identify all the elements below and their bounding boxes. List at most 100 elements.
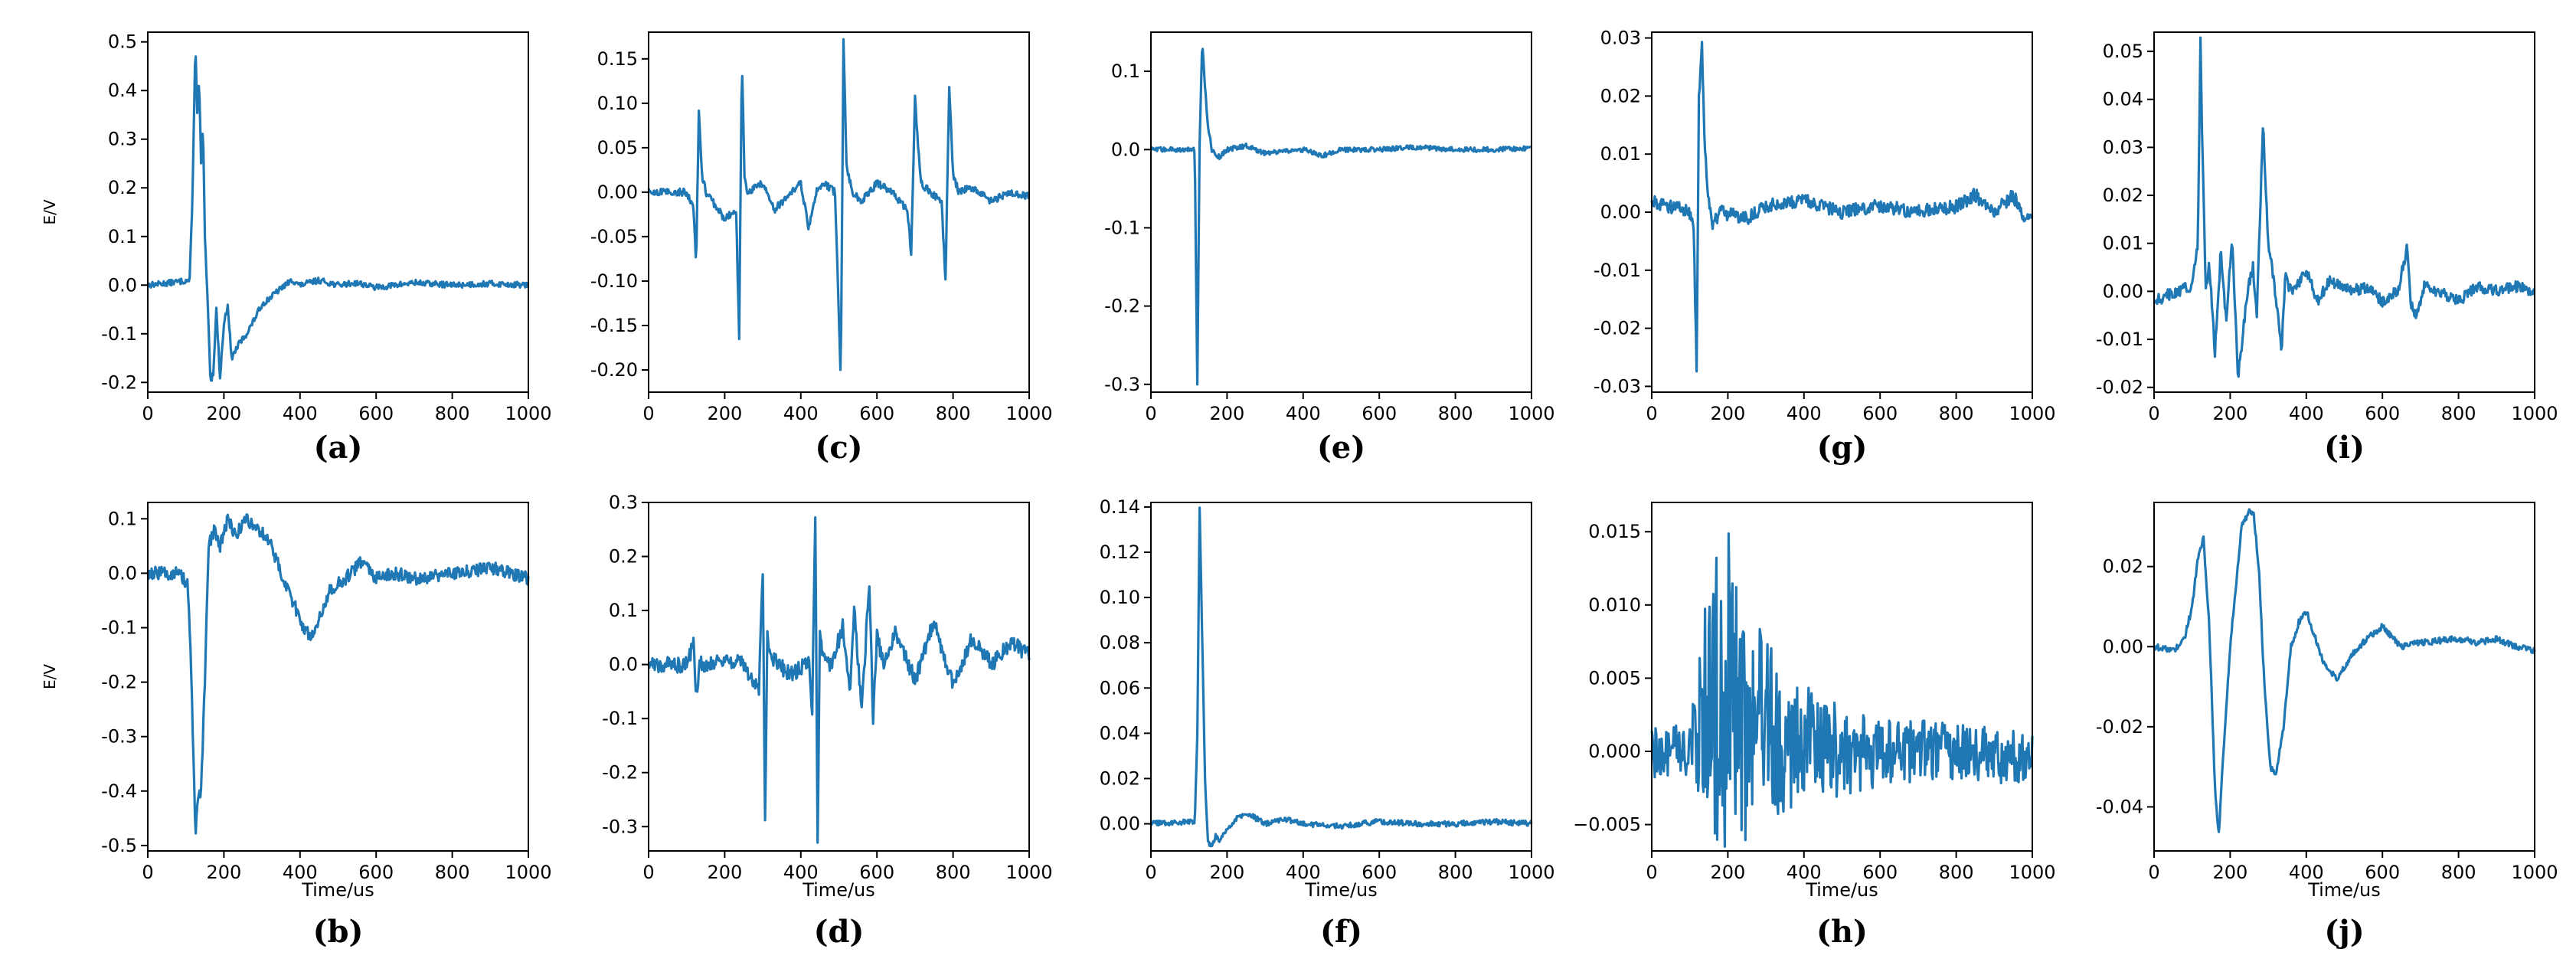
y-tick-label-f-1: 0.02 [1100, 767, 1140, 789]
y-tick-label-g-2: -0.01 [1594, 260, 1641, 281]
y-tick-label-e-4: 0.1 [1111, 61, 1140, 82]
x-tick-label-a-3: 600 [358, 403, 394, 424]
y-tick-label-c-6: 0.10 [597, 93, 638, 114]
x-tick-label-d-5: 1000 [1005, 862, 1052, 883]
y-tick-label-a-5: 0.3 [108, 129, 137, 150]
y-tick-label-j-2: 0.00 [2103, 636, 2143, 657]
y-tick-label-g-5: 0.02 [1600, 85, 1641, 106]
y-tick-label-i-6: 0.04 [2103, 89, 2143, 110]
x-tick-label-g-2: 400 [1787, 403, 1822, 424]
y-tick-label-j-1: -0.02 [2096, 716, 2143, 738]
x-tick-label-g-3: 600 [1862, 403, 1898, 424]
x-tick-label-i-0: 0 [2148, 403, 2159, 424]
plot-frame-c [648, 31, 1030, 393]
y-tick-label-c-5: 0.05 [597, 137, 638, 159]
y-tick-label-e-0: -0.3 [1104, 374, 1140, 395]
series-line-h [1650, 532, 2034, 848]
x-tick-label-j-1: 200 [2212, 862, 2247, 883]
chart-e: 0 200 400 600 800 1000 -0.3 -0.2 -0.1 0.0 0.1 (e) [1104, 31, 1555, 466]
y-tick-label-g-3: 0.00 [1600, 201, 1641, 223]
y-tick-label-c-2: -0.10 [590, 270, 638, 292]
y-tick-label-f-3: 0.06 [1100, 677, 1140, 699]
y-tick-label-j-3: 0.02 [2103, 556, 2143, 578]
y-tick-label-i-3: 0.01 [2103, 233, 2143, 254]
x-tick-label-h-4: 800 [1939, 862, 1974, 883]
x-tick-label-d-0: 0 [642, 862, 654, 883]
x-tick-label-c-1: 200 [707, 403, 742, 424]
y-tick-label-e-2: -0.1 [1104, 217, 1140, 238]
x-tick-label-b-2: 400 [283, 862, 318, 883]
x-axis-label-d: Time/us [802, 879, 875, 901]
x-tick-label-j-5: 1000 [2511, 862, 2558, 883]
y-tick-label-f-0: 0.00 [1100, 813, 1140, 835]
x-tick-label-b-3: 600 [358, 862, 394, 883]
y-tick-label-h-3: 0.010 [1588, 594, 1641, 616]
plot-frame-e [1150, 31, 1532, 393]
x-tick-label-j-2: 400 [2289, 862, 2324, 883]
y-tick-label-i-5: 0.03 [2103, 136, 2143, 158]
y-tick-label-d-3: 0.0 [609, 654, 638, 676]
series-line-f [1149, 506, 1533, 848]
plot-frame-j [2153, 502, 2535, 852]
x-tick-label-d-3: 600 [859, 862, 894, 883]
plot-frame-h [1651, 502, 2033, 852]
y-tick-label-d-2: -0.1 [602, 708, 638, 729]
x-tick-label-e-0: 0 [1145, 403, 1156, 424]
y-tick-label-f-4: 0.08 [1100, 632, 1140, 653]
y-tick-label-f-5: 0.10 [1100, 587, 1140, 608]
x-tick-label-c-3: 600 [859, 403, 894, 424]
x-tick-label-e-4: 800 [1438, 403, 1473, 424]
x-axis-label-j: Time/us [2307, 879, 2381, 901]
y-tick-label-h-0: −0.005 [1573, 814, 1641, 836]
y-tick-label-a-1: -0.1 [101, 323, 137, 345]
x-tick-label-i-4: 800 [2441, 403, 2476, 424]
y-tick-label-h-4: 0.015 [1588, 521, 1641, 542]
x-tick-label-d-2: 400 [783, 862, 819, 883]
x-tick-label-a-4: 800 [435, 403, 470, 424]
panel-label-h: (h) [1816, 914, 1868, 950]
y-tick-label-a-4: 0.2 [108, 177, 137, 198]
x-tick-label-f-3: 600 [1362, 862, 1397, 883]
y-tick-label-a-2: 0.0 [108, 274, 137, 296]
chart-d: 0 200 400 600 800 1000 -0.3 -0.2 -0.1 0.0 0.1 0.2 0.… [602, 492, 1052, 950]
x-tick-label-f-5: 1000 [1508, 862, 1554, 883]
x-tick-label-c-5: 1000 [1005, 403, 1052, 424]
x-tick-label-e-1: 200 [1209, 403, 1244, 424]
series-line-e [1149, 47, 1532, 386]
series-line-g [1650, 41, 2034, 373]
x-tick-label-h-2: 400 [1787, 862, 1822, 883]
y-tick-label-e-1: -0.2 [1104, 296, 1140, 317]
y-tick-label-j-0: -0.04 [2096, 796, 2143, 817]
y-tick-label-e-3: 0.0 [1111, 139, 1140, 160]
y-tick-label-a-0: -0.2 [101, 371, 137, 393]
x-axis-label-h: Time/us [1805, 879, 1878, 901]
x-tick-label-d-1: 200 [707, 862, 742, 883]
y-tick-label-c-0: -0.20 [590, 359, 638, 381]
x-tick-label-j-4: 800 [2441, 862, 2476, 883]
x-tick-label-c-0: 0 [642, 403, 654, 424]
x-tick-label-a-0: 0 [142, 403, 153, 424]
chart-g: 0 200 400 600 800 1000 -0.03 -0.02 -0.01 0.00 0.01… [1594, 28, 2056, 466]
y-tick-label-b-5: 0.0 [108, 562, 137, 584]
x-tick-label-c-4: 800 [936, 403, 971, 424]
y-tick-label-c-7: 0.15 [597, 48, 638, 70]
panel-label-a: (a) [314, 430, 363, 466]
y-tick-label-c-3: -0.05 [590, 226, 638, 247]
chart-a: 0 200 400 600 800 1000 -0.2 -0.1 0.0 0.1 0.2 0.3 0.4… [41, 31, 552, 466]
panel-label-c: (c) [815, 430, 862, 466]
x-tick-label-i-2: 400 [2289, 403, 2324, 424]
x-tick-label-e-2: 400 [1286, 403, 1321, 424]
x-tick-label-a-1: 200 [206, 403, 241, 424]
y-tick-label-f-6: 0.12 [1100, 542, 1140, 563]
series-line-d [647, 516, 1031, 844]
chart-i: 0 200 400 600 800 1000 -0.02 -0.01 0.00 0.01 0.02 0… [2096, 31, 2558, 466]
panel-label-j: (j) [2324, 914, 2364, 950]
x-tick-label-g-1: 200 [1710, 403, 1745, 424]
x-tick-label-c-2: 400 [783, 403, 819, 424]
chart-b: 0 200 400 600 800 1000 -0.5 -0.4 -0.3 -0.2 -0.1 0.0… [41, 502, 552, 950]
y-tick-label-i-0: -0.02 [2096, 377, 2143, 398]
plot-frame-f [1150, 502, 1532, 852]
x-tick-label-g-4: 800 [1939, 403, 1974, 424]
plot-frame-d [648, 502, 1030, 852]
